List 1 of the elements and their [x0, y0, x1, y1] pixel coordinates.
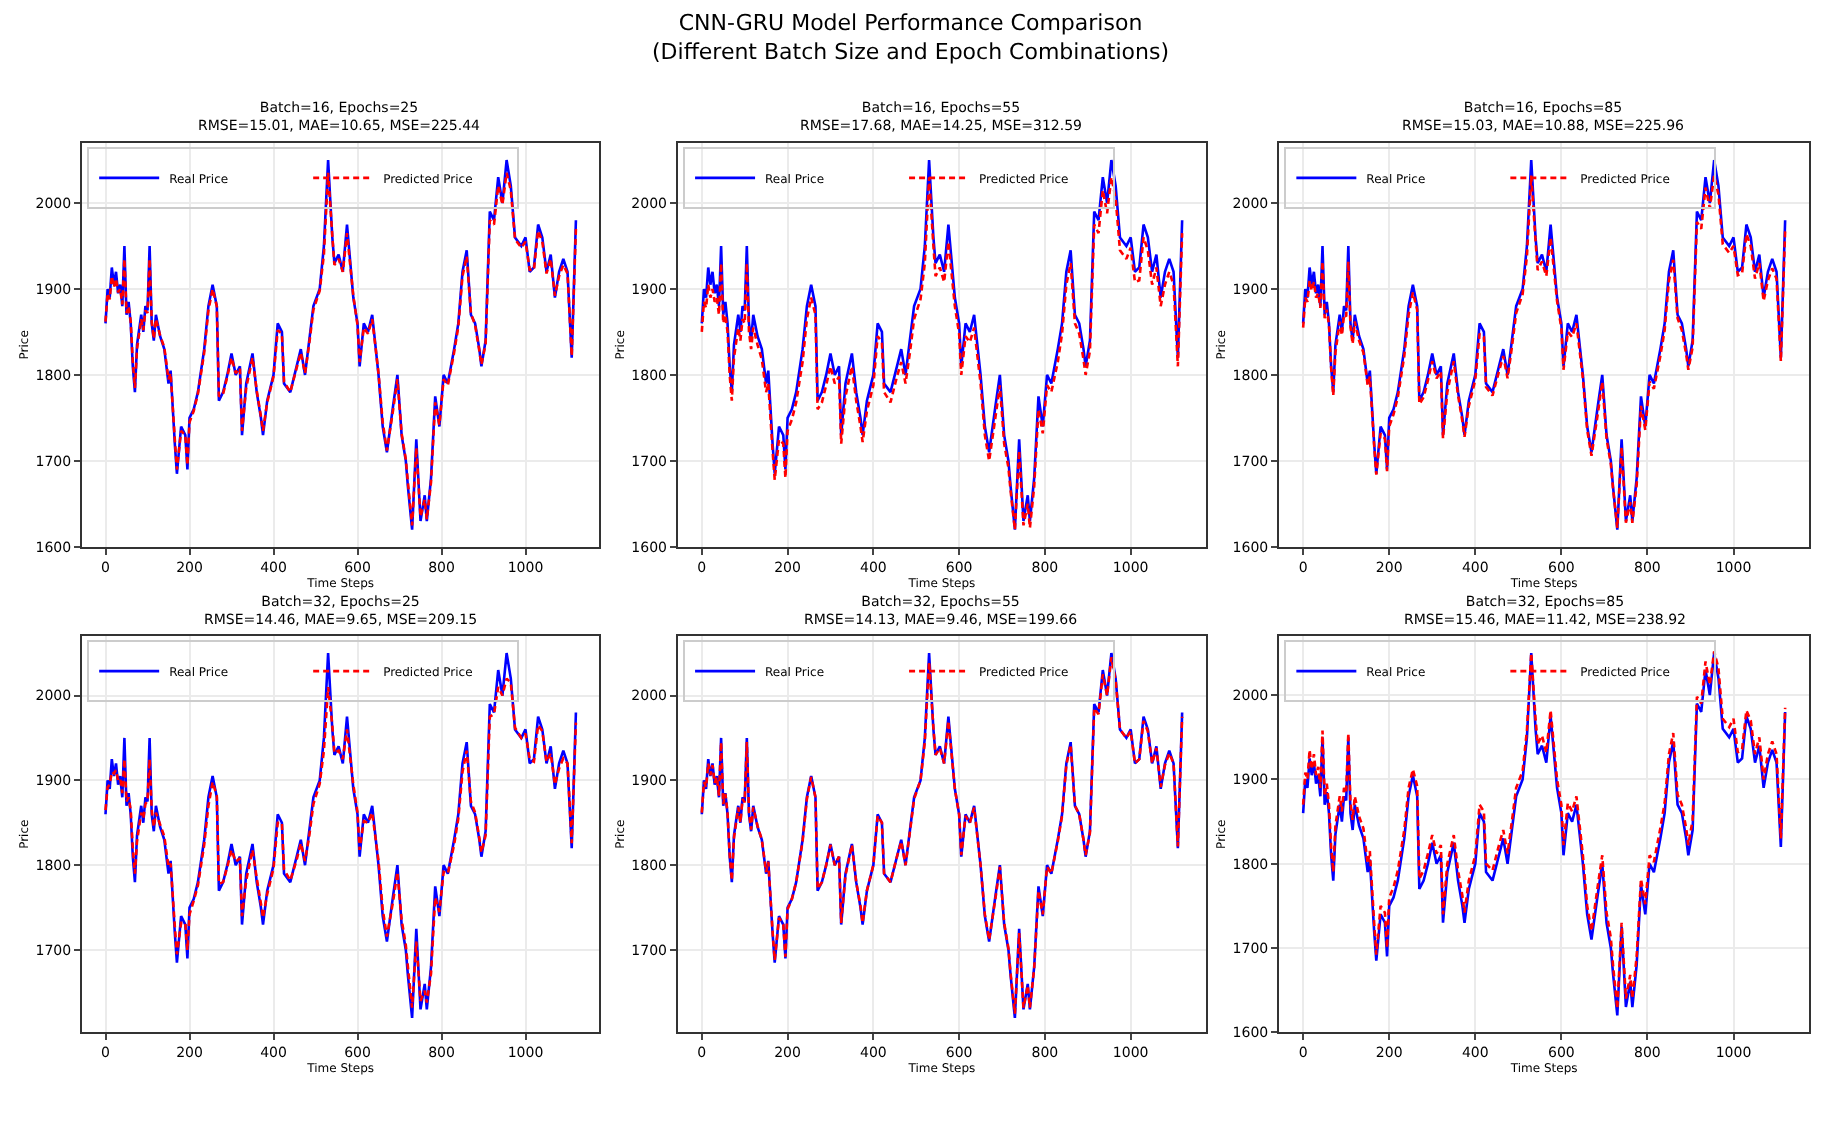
text: CNN-GRU Model Performance Comparison (Different Batch Size and Epoch Combinations) — [652, 10, 1170, 65]
